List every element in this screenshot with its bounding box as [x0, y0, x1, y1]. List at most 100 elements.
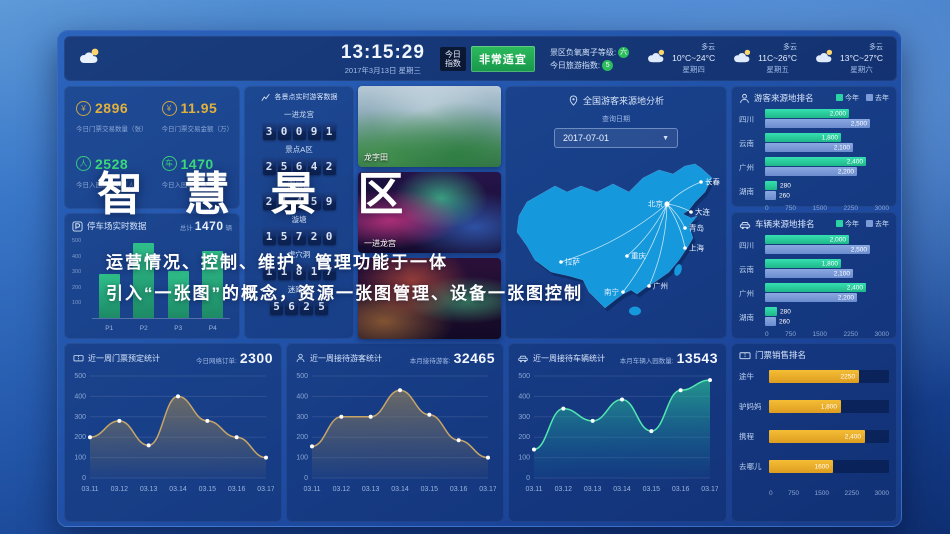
legend-item-last-year[interactable]: 去年	[866, 219, 889, 229]
spot-item: 观景台 2 1 4 5 9	[244, 179, 354, 210]
rank-bar: 2,000	[765, 235, 849, 244]
rank-bar-group: 1,800 2,100	[765, 133, 889, 153]
data-point	[620, 397, 624, 402]
x-tick-label: 03.14	[169, 486, 187, 493]
chart-stat-label: 本月接待游客:	[409, 358, 451, 365]
legend-item-this-year[interactable]: 今年	[836, 93, 859, 103]
chart-stat-label: 本月车辆入园数量:	[619, 358, 674, 365]
flip-digit: 5	[270, 298, 283, 315]
rank-row: 湖南 280 260	[739, 307, 889, 327]
flip-digit: 0	[322, 228, 336, 245]
data-point	[561, 406, 566, 411]
flip-digit: 1	[322, 123, 336, 140]
area-fill	[312, 390, 488, 478]
hainan-island	[629, 306, 641, 316]
rank-row: 湖南 280 260	[739, 181, 889, 201]
anion-row: 景区负氧离子等级: 六	[550, 46, 630, 59]
data-point	[456, 438, 461, 443]
ticket-rank-category: 驴妈妈	[739, 402, 762, 411]
ticket-icon	[73, 355, 84, 362]
rank-category: 云南	[739, 138, 754, 148]
rank-bar-group: 2,400 2,200	[765, 157, 889, 177]
ticket-rank-row: 驴妈妈 1,800	[739, 400, 889, 413]
ticket-rank-category: 途牛	[739, 372, 754, 381]
rank-row: 云南 1,800 2,100	[739, 259, 889, 279]
visitor-origin-rank-panel: 游客来源地排名 今年 去年 四川 2,000 2,500 云南 1,800 2,100 广州 2…	[731, 86, 897, 212]
stat-label: 今日入园游客数（人）	[76, 181, 141, 189]
parking-total-unit: 辆	[225, 225, 233, 232]
rank-row: 四川 2,000 2,500	[739, 235, 889, 255]
flight-route	[622, 203, 668, 293]
spot-name: 观景台	[287, 180, 311, 189]
flip-digit: 2	[300, 298, 313, 315]
spot-name: 一进龙宫	[284, 110, 314, 119]
rank-bar-value: 2,500	[850, 120, 867, 127]
rank-bar: 1,800	[765, 133, 841, 142]
cloud-icon	[730, 47, 754, 70]
forecast-day: 星期六	[850, 65, 873, 74]
parking-x-label: P3	[174, 325, 183, 332]
flip-digit: 2	[307, 228, 321, 245]
axis-tick: 750	[785, 205, 796, 212]
flip-digit: 4	[307, 158, 321, 175]
chart-title: 近一周接待游客统计	[310, 353, 382, 363]
flight-route	[648, 203, 668, 287]
y-tick-label: 100	[74, 455, 86, 462]
parking-x-label: P2	[139, 325, 148, 332]
area-fill	[90, 396, 266, 478]
rank-bar: 280	[765, 307, 791, 316]
axis-tick: 2250	[843, 331, 858, 338]
flip-digit: 7	[322, 263, 336, 280]
photo-tile-cave: 一进龙宫	[358, 172, 501, 253]
today-index-badge: 今日 指数	[439, 46, 466, 71]
city-label: 青岛	[689, 223, 704, 233]
axis-tick: 1500	[814, 490, 829, 497]
city-dot	[683, 226, 687, 230]
rank-row: 四川 2,000 2,500	[739, 109, 889, 129]
rank-bar: 2,400	[765, 157, 866, 166]
rank-category: 广州	[739, 288, 754, 298]
map-panel: 全国游客来源地分析 查询日期 2017-07-01 ▼ 长春 北京 大连 青岛 上海 拉萨…	[505, 86, 727, 339]
tour-index-badge: 5	[602, 59, 614, 71]
city-label: 大连	[695, 207, 710, 217]
data-point	[398, 388, 402, 393]
visitor-rank-legend: 今年 去年	[836, 93, 889, 103]
rank-category: 云南	[739, 264, 754, 274]
x-tick-label: 03.11	[304, 486, 321, 493]
flip-digit: 2	[262, 193, 276, 210]
ticket-bar-track: 1600	[769, 460, 889, 473]
city-label: 上海	[689, 243, 704, 253]
spot-name: 迷路谷	[287, 285, 311, 294]
ticket-bar: 2250	[769, 370, 859, 383]
x-tick-label: 03.17	[479, 486, 496, 493]
chart-stat-label: 今日网络订单:	[196, 358, 237, 365]
axis-tick: 1500	[812, 205, 827, 212]
y-tick-label: 500	[518, 373, 530, 380]
flip-digit: 1	[262, 263, 276, 280]
flip-digit: 4	[292, 193, 306, 210]
stat-label: 今日入园车辆数（辆）	[161, 181, 227, 189]
rank-bar-value: 2,200	[837, 168, 854, 175]
yuan-icon: ¥	[161, 100, 177, 116]
car-icon: 车	[161, 156, 177, 171]
ticket-bar-track: 2250	[769, 370, 889, 383]
stat-value: 11.95	[180, 100, 218, 116]
legend-item-last-year[interactable]: 去年	[866, 93, 889, 103]
y-tick-label: 400	[518, 393, 530, 400]
y-tick-label: 0	[304, 475, 308, 482]
forecast-text: 多云 10°C~24°C 星期四	[672, 42, 715, 75]
stat-label: 今日门票交易金额（万）	[161, 126, 234, 133]
forecast-temp: 10°C~24°C	[672, 53, 716, 63]
city-dot	[625, 254, 629, 258]
y-tick-label: 100	[296, 455, 308, 462]
ticket-rank-category: 去哪儿	[739, 462, 762, 471]
flip-digit: 5	[315, 298, 328, 315]
vehicle-rank-title: 车辆来源地排名	[755, 219, 815, 229]
map-date-select[interactable]: 2017-07-01 ▼	[554, 128, 678, 148]
spots-list: 一进龙宫 3 0 0 9 1 景点A区 2 5 6 4 2 观景台 2 1 4 5 9 漩塘 1 5 7 2 0 虎穴洞 1 1 8 1…	[244, 109, 354, 315]
parking-bar	[98, 274, 120, 318]
legend-item-this-year[interactable]: 今年	[836, 219, 859, 229]
legend-swatch	[836, 220, 843, 227]
parking-y-tick: 200	[72, 284, 82, 291]
